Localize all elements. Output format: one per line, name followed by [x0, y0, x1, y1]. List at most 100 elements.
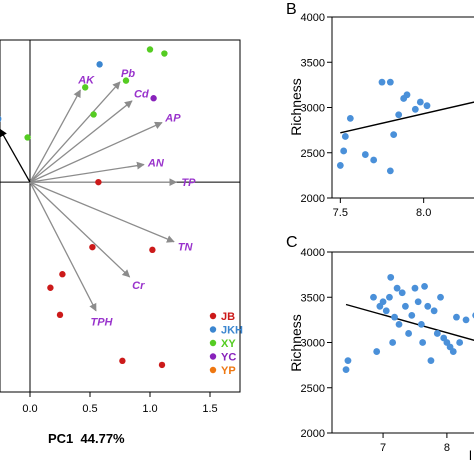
b-point-12: [403, 91, 411, 99]
c-point-6: [382, 307, 390, 315]
panel-a-points: [24, 46, 168, 369]
panel-a-pca-biplot: AK Pb Cd AP AN TP TN Cr TPH PD 0.0 0.5 1.0 1.5 PC1 4…: [0, 39, 243, 446]
panel-a-reference-lines: [0, 40, 240, 392]
loading-arrow-cd: [29, 100, 133, 183]
loading-label-cr: Cr: [132, 280, 145, 292]
b-point-3: [346, 114, 354, 122]
c-point-20: [419, 339, 427, 346]
panel-a-x-tick-label: 1.5: [202, 403, 217, 415]
c-y-tick-label: 2000: [301, 428, 325, 440]
panel-a-frame: [0, 39, 241, 393]
c-point-14: [402, 302, 409, 310]
panel-c-y-axis-label: Richness: [288, 314, 304, 372]
panel-c-x-axis-label-fragment: l: [469, 448, 472, 463]
c-point-31: [453, 313, 460, 321]
panel-b-fit-line: [340, 101, 474, 134]
c-y-tick-label: 2500: [301, 383, 325, 395]
panel-c-fit-line: [345, 303, 474, 341]
b-y-tick-label: 2500: [301, 148, 325, 160]
b-point-13: [411, 105, 419, 113]
loading-arrow-tph: [29, 181, 97, 312]
loading-label-ap: AP: [164, 113, 181, 125]
b-regression-line: [340, 101, 474, 134]
point-jb-2: [149, 246, 156, 254]
loading-label-an: AN: [147, 158, 165, 170]
panel-c-points: [342, 273, 474, 374]
loading-label-tn: TN: [178, 241, 194, 253]
point-xy-3: [122, 77, 130, 84]
point-yc-0: [150, 95, 157, 102]
c-point-16: [408, 311, 416, 319]
c-point-10: [391, 313, 398, 321]
point-xy-4: [90, 111, 97, 118]
c-point-9: [389, 339, 397, 346]
c-point-1: [344, 357, 352, 364]
panel-b-y-axis-label: Richness: [288, 78, 304, 136]
point-jb-0: [95, 178, 102, 186]
loading-arrow-cr: [29, 181, 131, 278]
b-point-14: [416, 98, 424, 106]
point-jb-7: [158, 361, 166, 369]
c-point-15: [405, 330, 412, 337]
c-point-22: [424, 302, 432, 310]
b-point-7: [386, 78, 394, 86]
legend-swatch-jkh: [209, 326, 217, 333]
b-point-0: [336, 162, 344, 169]
loading-arrow-tn: [29, 181, 175, 243]
b-point-8: [386, 167, 394, 175]
loading-label-tp: TP: [181, 177, 196, 189]
panel-b-scatter: B Richness 2000 2500 3000 3500 4000 7.5 8.0: [286, 1, 474, 219]
legend-swatch-yc: [209, 353, 217, 360]
legend-swatch-xy: [209, 339, 217, 347]
panel-a-x-tick-label: 1.0: [142, 403, 157, 415]
b-point-1: [340, 147, 348, 155]
loading-arrow-pd: [0, 128, 31, 183]
point-jb-4: [47, 284, 54, 291]
panel-a-loadings: AK Pb Cd AP AN TP TN Cr TPH PD: [0, 68, 196, 328]
b-point-9: [390, 131, 398, 139]
c-point-21: [421, 282, 428, 290]
c-point-25: [433, 330, 441, 337]
loading-label-tph: TPH: [90, 316, 113, 328]
panel-b-axes: 2000 2500 3000 3500 4000 7.5 8.0: [301, 12, 432, 219]
panel-a-x-tick-label: 0.0: [22, 403, 37, 415]
loading-label-ak: AK: [77, 75, 95, 87]
b-point-5: [370, 156, 378, 164]
point-xy-1: [161, 50, 168, 57]
b-point-10: [395, 111, 403, 119]
c-point-18: [414, 298, 422, 306]
panel-b-letter: B: [286, 1, 297, 18]
legend-label-jb: JB: [221, 311, 235, 323]
c-y-tick-label: 3000: [301, 338, 325, 350]
c-point-0: [342, 366, 350, 374]
b-y-tick-label: 3500: [301, 57, 325, 69]
loading-arrow-ak: [29, 89, 81, 183]
legend-label-yc: YC: [221, 352, 236, 364]
c-point-30: [449, 348, 457, 355]
b-point-15: [423, 102, 431, 110]
legend-label-yp: YP: [221, 365, 236, 377]
c-point-33: [462, 316, 470, 324]
legend-label-jkh: JKH: [221, 325, 243, 337]
loading-arrow-pb: [29, 81, 121, 183]
panel-a-x-axis: 0.0 0.5 1.0 1.5: [22, 392, 218, 415]
c-y-tick-label: 3500: [301, 292, 325, 304]
c-point-13: [398, 289, 406, 297]
loading-label-pb: Pb: [121, 68, 135, 80]
c-point-3: [373, 348, 381, 355]
legend-swatch-yp: [209, 366, 217, 374]
c-point-8: [387, 273, 395, 281]
c-x-tick-label: 8: [444, 442, 450, 454]
panel-a-x-axis-label: PC1 44.77%: [48, 431, 125, 446]
point-jb-1: [89, 243, 96, 251]
panel-b-points: [336, 78, 431, 175]
loading-label-cd: Cd: [134, 88, 149, 100]
point-jkh-0: [96, 61, 103, 68]
c-point-11: [393, 284, 401, 292]
c-regression-line: [345, 303, 474, 341]
point-xy-0: [146, 46, 154, 53]
loading-label-pd: PD: [0, 114, 2, 126]
c-point-12: [395, 321, 403, 328]
c-point-17: [411, 284, 419, 292]
